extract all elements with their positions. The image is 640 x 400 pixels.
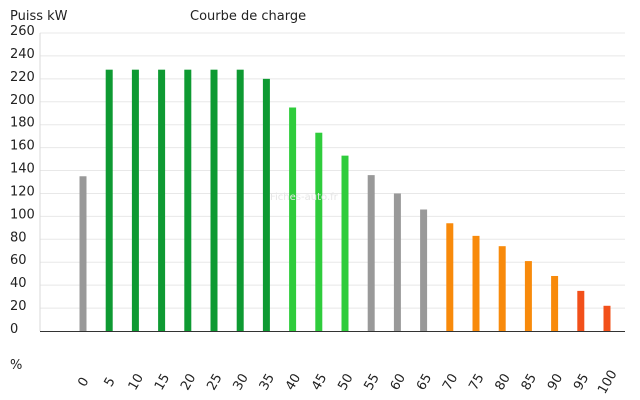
bar-35 [262,78,270,331]
bar-90 [551,275,559,331]
x-tick-label: 60 [388,371,409,393]
bar-40 [289,107,297,331]
bar-50 [341,155,349,331]
x-tick-label: 95 [571,371,592,393]
bars [79,69,611,331]
y-tick-label: 220 [10,70,35,85]
y-axis: 0 20 40 60 80 100 120 140 160 180 200 220 240 260 [10,24,41,337]
bar-65 [420,209,428,331]
chart-title: Courbe de charge [190,9,306,24]
bar-20 [184,69,192,331]
bar-100 [603,305,611,331]
x-tick-label: 50 [335,371,356,393]
y-tick-label: 60 [10,253,27,268]
x-tick-label: 20 [178,371,199,393]
x-tick-label: 75 [466,371,487,393]
x-axis-label: % [10,358,22,373]
x-tick-label: 25 [204,371,225,393]
y-tick-label: 120 [10,184,35,199]
bar-95 [577,290,585,331]
bar-10 [131,69,139,331]
y-tick-label: 260 [10,24,35,39]
x-tick-label: 85 [519,371,540,393]
x-tick-label: 55 [362,371,383,393]
x-tick-label: 70 [440,371,461,393]
y-tick-label: 200 [10,93,35,108]
grid-lines [40,32,625,309]
bar-5 [105,69,113,331]
bar-70 [446,223,454,331]
bar-60 [393,193,401,331]
bar-25 [210,69,218,331]
bar-85 [524,261,532,331]
y-tick-label: 40 [10,276,27,291]
y-tick-label: 0 [10,322,18,337]
y-tick-label: 180 [10,116,35,131]
x-tick-label: 35 [257,371,278,393]
x-tick-label: 10 [126,371,147,393]
x-tick-label: 90 [545,371,566,393]
y-tick-label: 100 [10,207,35,222]
x-tick-label: 30 [231,371,252,393]
bar-0 [79,176,87,331]
x-tick-label: 15 [152,371,173,393]
bar-30 [236,69,244,331]
x-tick-label: 80 [493,371,514,393]
bar-80 [498,246,506,331]
watermark: Fiches-auto.fr [270,192,339,203]
y-axis-label: Puiss kW [10,9,68,24]
y-tick-label: 160 [10,139,35,154]
x-tick-label: 100 [595,368,620,397]
bar-15 [158,69,166,331]
bar-45 [315,132,323,331]
y-tick-label: 240 [10,47,35,62]
x-tick-label: 45 [309,371,330,393]
x-tick-label: 0 [75,375,92,390]
x-tick-label: 5 [102,375,119,390]
x-tick-label: 65 [414,371,435,393]
bar-75 [472,235,480,331]
x-tick-label: 40 [283,371,304,393]
bar-55 [367,175,375,331]
y-tick-label: 20 [10,299,27,314]
x-axis: 0 5 10 15 20 25 30 35 40 45 50 55 60 65 70 75 80 85 90 95 10… [40,331,625,397]
y-tick-label: 140 [10,162,35,177]
y-tick-label: 80 [10,230,27,245]
